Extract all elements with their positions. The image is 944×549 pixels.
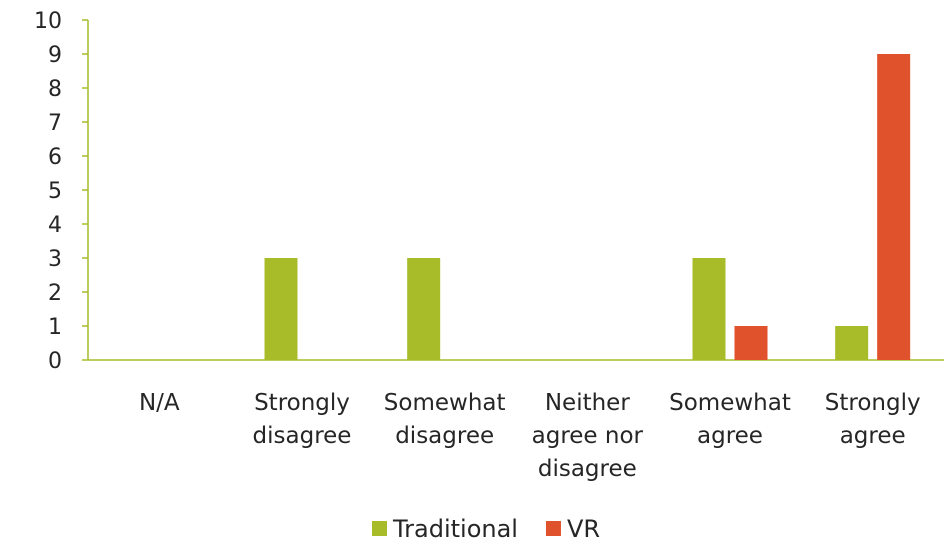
legend-label-traditional: Traditional bbox=[392, 515, 518, 543]
legend-swatch-traditional bbox=[372, 521, 387, 536]
y-tick-label: 3 bbox=[48, 247, 62, 272]
bar-traditional-6 bbox=[835, 326, 869, 360]
bar-traditional-2 bbox=[264, 258, 298, 360]
x-category-label: N/A bbox=[139, 390, 180, 416]
bar-traditional-3 bbox=[407, 258, 441, 360]
y-tick-label: 8 bbox=[48, 77, 62, 102]
y-tick-label: 0 bbox=[48, 349, 62, 374]
legend-label-vr: VR bbox=[567, 515, 600, 543]
y-tick-label: 5 bbox=[48, 179, 62, 204]
x-category-label: Somewhat agree bbox=[669, 390, 791, 449]
y-tick-label: 6 bbox=[48, 145, 62, 170]
bars bbox=[264, 54, 911, 360]
y-tick-label: 1 bbox=[48, 315, 62, 340]
y-axis-ticks: 0 1 2 3 4 5 6 7 8 9 10 bbox=[34, 9, 88, 374]
y-tick-label: 2 bbox=[48, 281, 62, 306]
y-tick-label: 7 bbox=[48, 111, 62, 136]
x-category-label: Neither agree nor disagree bbox=[532, 390, 644, 482]
x-axis-labels: N/A Strongly disagree Somewhat disagree Neith… bbox=[139, 390, 921, 482]
x-category-label: Somewhat disagree bbox=[384, 390, 506, 449]
bar-traditional-5 bbox=[692, 258, 726, 360]
bar-vr-6 bbox=[877, 54, 911, 360]
x-category-label: Strongly disagree bbox=[253, 390, 352, 449]
y-tick-label: 10 bbox=[34, 9, 62, 34]
legend: Traditional VR bbox=[372, 515, 600, 543]
axes bbox=[87, 20, 944, 361]
x-category-label: Strongly agree bbox=[825, 390, 921, 449]
y-tick-label: 4 bbox=[48, 213, 62, 238]
y-tick-label: 9 bbox=[48, 43, 62, 68]
bar-vr-5 bbox=[734, 326, 768, 360]
legend-swatch-vr bbox=[545, 521, 561, 536]
